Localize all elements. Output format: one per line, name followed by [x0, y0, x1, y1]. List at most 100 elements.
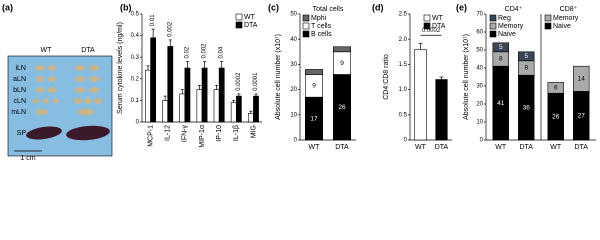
- annotation: 0.02: [184, 46, 190, 58]
- value-label: 9: [340, 60, 344, 67]
- bar: [247, 113, 254, 123]
- value-label: 6: [554, 85, 558, 92]
- x-tick-label: IL-12: [165, 125, 172, 141]
- y-tick-label: 0.5: [399, 112, 408, 118]
- y-axis-label: Absolute cell number (x10⁷): [463, 34, 470, 120]
- annotation: 0.0002: [422, 28, 441, 34]
- y-axis-label: Absolute cell number (x10⁷): [275, 34, 282, 120]
- legend-label: Naive: [498, 31, 516, 38]
- bar: [162, 100, 169, 123]
- row-label: iLN: [15, 65, 26, 72]
- legend-label: Mphi: [311, 15, 327, 22]
- value-label: 17: [310, 115, 318, 122]
- bar: [196, 89, 203, 123]
- panel-label: (d): [372, 2, 384, 12]
- y-tick-label: 1.5: [399, 62, 408, 68]
- bar: [235, 95, 242, 123]
- bar: [213, 89, 220, 123]
- y-tick-label: 50: [290, 12, 297, 18]
- annotation: 0.04: [219, 46, 225, 58]
- y-tick-label: 0: [294, 138, 298, 144]
- value-label: 27: [578, 112, 586, 119]
- row-label: cLN: [14, 98, 26, 105]
- column-label: WT: [41, 47, 53, 54]
- value-label: 8: [524, 65, 528, 72]
- y-tick-label: 30: [476, 84, 483, 90]
- y-tick-label: 20: [290, 87, 297, 93]
- annotation: 0.0002: [236, 72, 242, 91]
- legend-swatch: [489, 30, 497, 38]
- y-tick-label: 2.5: [399, 12, 408, 18]
- legend-label: WT: [244, 14, 256, 21]
- legend-swatch: [302, 22, 310, 30]
- x-tick-label: DTA: [520, 144, 534, 151]
- value-label: 26: [552, 113, 560, 120]
- y-axis-label: Serum cytokine levels (ng/ml): [117, 22, 124, 114]
- legend-label: Naive: [553, 23, 571, 30]
- bar: [150, 37, 157, 123]
- annotation: 0.01: [150, 14, 156, 26]
- y-tick-label: 10: [290, 112, 297, 118]
- value-label: 36: [523, 104, 531, 111]
- bar: [179, 93, 186, 123]
- x-tick-label: IFN-γ: [182, 125, 189, 143]
- value-label: 14: [578, 76, 586, 83]
- y-tick-label: 20: [476, 102, 483, 108]
- group-label: CD8⁺: [560, 6, 578, 13]
- bar-segment: [492, 42, 509, 53]
- x-tick-label: DTA: [335, 144, 349, 151]
- bar: [184, 67, 191, 123]
- y-tick-label: 50: [476, 48, 483, 54]
- x-tick-label: WT: [495, 144, 507, 151]
- row-label: bLN: [13, 87, 26, 94]
- bar: [414, 48, 427, 141]
- bar: [167, 46, 174, 123]
- photo-background: [7, 55, 113, 157]
- panel-label: (a): [2, 2, 13, 12]
- column-label: DTA: [81, 47, 95, 54]
- x-tick-label: MIP-1α: [199, 125, 206, 148]
- photo-organs: [26, 65, 110, 141]
- bar-segment: [333, 46, 351, 53]
- legend-swatch: [489, 14, 497, 22]
- row-label: SP: [17, 130, 27, 137]
- x-tick-label: MIG: [250, 125, 257, 138]
- bar-segment: [547, 82, 564, 94]
- value-label: 5: [499, 44, 503, 51]
- annotation: 0.002: [167, 21, 173, 37]
- legend-swatch: [489, 22, 497, 30]
- group-label: CD4⁺: [505, 6, 523, 13]
- value-label: 26: [338, 104, 346, 111]
- bar: [201, 67, 208, 123]
- legend-swatch: [423, 22, 431, 30]
- y-axis-label: CD4:CD8 ratio: [383, 54, 390, 100]
- row-label: mLN: [11, 109, 26, 116]
- x-tick-label: WT: [415, 144, 427, 151]
- legend-swatch: [544, 22, 552, 30]
- panel-label: (c): [268, 2, 279, 12]
- bar: [253, 95, 259, 123]
- x-tick-label: WT: [550, 144, 562, 151]
- legend-swatch: [235, 13, 243, 21]
- legend-label: DTA: [432, 23, 446, 30]
- legend-label: Memory: [553, 15, 579, 22]
- value-label: 41: [497, 100, 505, 107]
- y-tick-label: 0: [136, 120, 140, 126]
- legend-label: T cells: [311, 23, 332, 30]
- legend-label: B cells: [311, 31, 332, 38]
- scale-label: 1 cm: [20, 155, 35, 162]
- value-label: 9: [312, 83, 316, 90]
- panel-label: (e): [456, 2, 467, 12]
- y-tick-label: 0.3: [131, 55, 140, 61]
- y-tick-label: 0.1: [131, 98, 140, 104]
- legend-swatch: [302, 30, 310, 38]
- y-tick-label: 40: [476, 66, 483, 72]
- y-tick-label: 30: [290, 62, 297, 68]
- legend-label: WT: [432, 15, 444, 22]
- annotation: 0.002: [202, 43, 208, 59]
- bar-segment: [518, 51, 535, 62]
- y-tick-label: 0.2: [131, 76, 140, 82]
- legend-swatch: [544, 14, 552, 22]
- bar: [230, 102, 237, 123]
